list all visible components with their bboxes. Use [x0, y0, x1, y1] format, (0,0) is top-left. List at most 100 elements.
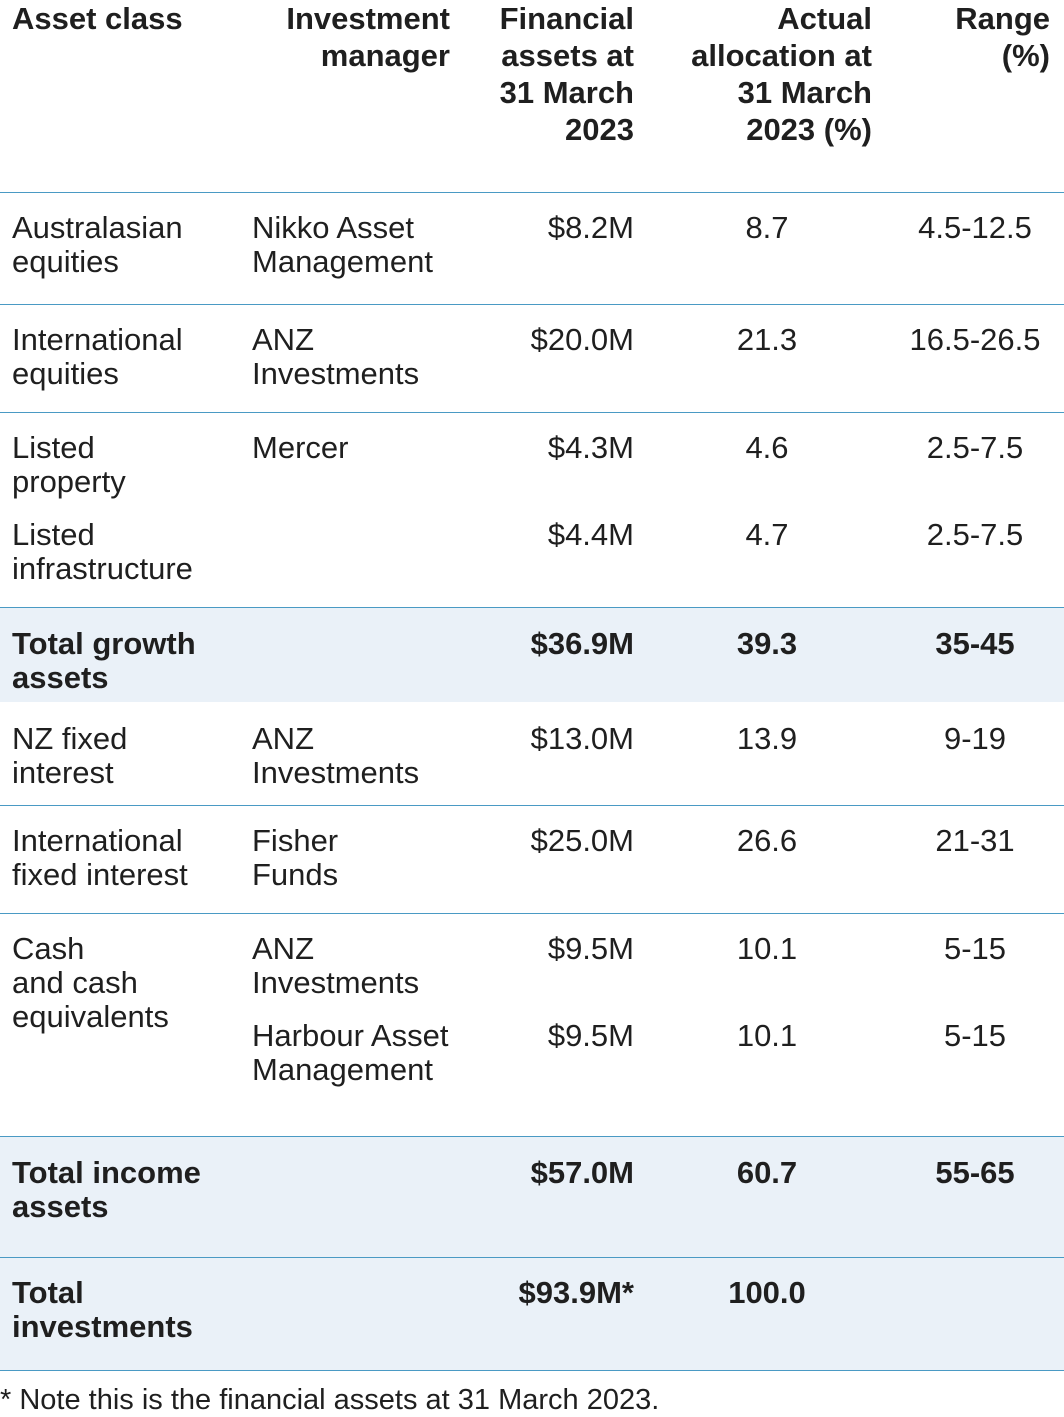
- range-cell: 16.5-26.5: [909, 322, 1041, 357]
- asset-class-cell: Total investments: [12, 1276, 242, 1344]
- financial-assets-cell: $9.5M: [547, 931, 634, 966]
- manager-cell: ANZ Investments: [252, 932, 472, 1000]
- range-cell: 2.5-7.5: [926, 430, 1024, 465]
- allocation-cell: 10.1: [736, 931, 798, 966]
- row-divider: [0, 1257, 1064, 1258]
- manager-line: Mercer: [252, 430, 349, 465]
- header-actual-allocation: Actual allocation at 31 March 2023 (%): [650, 0, 872, 148]
- manager-cell: Fisher Funds: [252, 824, 472, 892]
- row-divider: [0, 913, 1064, 914]
- row-divider: [0, 607, 1064, 608]
- financial-assets-cell: $13.0M: [530, 721, 634, 756]
- asset-class-cell: Total income assets: [12, 1156, 242, 1224]
- asset-class-line: Listed: [12, 517, 95, 552]
- financial-assets-cell: $36.9M: [530, 626, 634, 661]
- asset-class-cell: Listed property: [12, 431, 242, 499]
- asset-class-cell: Cash and cash equivalents: [12, 932, 242, 1034]
- asset-class-cell: International equities: [12, 323, 242, 391]
- asset-class-line: International: [12, 322, 183, 357]
- manager-cell: Nikko Asset Management: [252, 211, 472, 279]
- asset-class-cell: Australasian equities: [12, 211, 242, 279]
- range-cell: 21-31: [935, 823, 1015, 858]
- allocation-cell: 4.6: [745, 430, 789, 465]
- manager-line: Nikko Asset: [252, 210, 414, 245]
- asset-class-line: equities: [12, 356, 119, 391]
- header-range-line: (%): [1001, 38, 1050, 73]
- manager-line: Management: [252, 1052, 433, 1087]
- asset-class-line: infrastructure: [12, 551, 193, 586]
- range-cell: 4.5-12.5: [918, 210, 1032, 245]
- financial-assets-cell: $25.0M: [530, 823, 634, 858]
- table-row-cash: Cash and cash equivalents ANZ Investment…: [0, 914, 1064, 1136]
- asset-class-line: Total growth: [12, 626, 196, 661]
- asset-class-line: fixed interest: [12, 857, 188, 892]
- asset-class-line: investments: [12, 1309, 193, 1344]
- allocation-cell: 100.0: [728, 1275, 806, 1310]
- header-manager-line: Investment: [286, 1, 450, 36]
- asset-class-line: interest: [12, 755, 114, 790]
- manager-line: Management: [252, 244, 433, 279]
- asset-class-line: assets: [12, 660, 109, 695]
- row-divider: [0, 192, 1064, 193]
- asset-class-line: Cash: [12, 931, 85, 966]
- financial-assets-cell: $4.4M: [547, 517, 634, 552]
- table-row-international-equities: International equities ANZ Investments $…: [0, 305, 1064, 412]
- header-range-line: Range: [955, 1, 1050, 36]
- manager-cell: ANZ Investments: [252, 722, 472, 790]
- header-manager-line: manager: [320, 38, 450, 73]
- header-assets-line: 31 March: [499, 75, 634, 110]
- row-divider: [0, 1370, 1064, 1371]
- header-assets-line: assets at: [501, 38, 634, 73]
- manager-line: ANZ: [252, 931, 314, 966]
- manager-line: ANZ: [252, 322, 314, 357]
- allocation-cell: 39.3: [736, 626, 798, 661]
- table-row-total-income: Total income assets $57.0M 60.7 55-65: [0, 1137, 1064, 1257]
- manager-line: Harbour Asset: [252, 1018, 449, 1053]
- manager-cell: ANZ Investments: [252, 323, 472, 391]
- financial-assets-cell: $20.0M: [530, 322, 634, 357]
- manager-line: Investments: [252, 755, 420, 790]
- asset-class-line: property: [12, 464, 126, 499]
- asset-class-line: equities: [12, 244, 119, 279]
- manager-line: Investments: [252, 965, 420, 1000]
- header-investment-manager: Investment manager: [252, 0, 450, 74]
- range-cell: 5-15: [943, 1018, 1007, 1053]
- table-row-listed: Listed property Mercer $4.3M 4.6 2.5-7.5…: [0, 413, 1064, 607]
- financial-assets-cell: $4.3M: [547, 430, 634, 465]
- footnote: * Note this is the financial assets at 3…: [0, 1384, 660, 1416]
- asset-class-line: assets: [12, 1189, 109, 1224]
- asset-class-cell: Listed infrastructure: [12, 518, 242, 586]
- asset-class-line: Australasian: [12, 210, 183, 245]
- allocation-cell: 10.1: [736, 1018, 798, 1053]
- asset-class-line: equivalents: [12, 999, 169, 1034]
- allocation-cell: 13.9: [736, 721, 798, 756]
- financial-assets-cell: $9.5M: [547, 1018, 634, 1053]
- allocation-cell: 60.7: [736, 1155, 798, 1190]
- row-divider: [0, 412, 1064, 413]
- asset-class-line: Listed: [12, 430, 95, 465]
- financial-assets-cell: $93.9M*: [518, 1275, 634, 1310]
- financial-assets-cell: $57.0M: [530, 1155, 634, 1190]
- allocation-cell: 8.7: [745, 210, 789, 245]
- range-cell: 5-15: [943, 931, 1007, 966]
- financial-assets-cell: $8.2M: [547, 210, 634, 245]
- table-row-total-growth: Total growth assets $36.9M 39.3 35-45: [0, 608, 1064, 702]
- allocation-cell: 26.6: [736, 823, 798, 858]
- range-cell: 9-19: [943, 721, 1007, 756]
- range-cell: 35-45: [935, 626, 1015, 661]
- allocation-cell: 4.7: [745, 517, 789, 552]
- asset-class-line: Total: [12, 1275, 84, 1310]
- asset-class-cell: International fixed interest: [12, 824, 242, 892]
- row-divider: [0, 1136, 1064, 1137]
- range-cell: 2.5-7.5: [926, 517, 1024, 552]
- table-row-australasian-equities: Australasian equities Nikko Asset Manage…: [0, 193, 1064, 304]
- manager-cell: Mercer: [252, 431, 472, 465]
- header-allocation-line: 31 March: [737, 75, 872, 110]
- header-allocation-line: allocation at: [691, 38, 872, 73]
- header-asset-class: Asset class: [12, 0, 252, 37]
- header-financial-assets: Financial assets at 31 March 2023: [460, 0, 634, 148]
- asset-class-line: Total income: [12, 1155, 201, 1190]
- table-row-international-fixed-interest: International fixed interest Fisher Fund…: [0, 806, 1064, 913]
- header-allocation-line: 2023 (%): [746, 112, 872, 147]
